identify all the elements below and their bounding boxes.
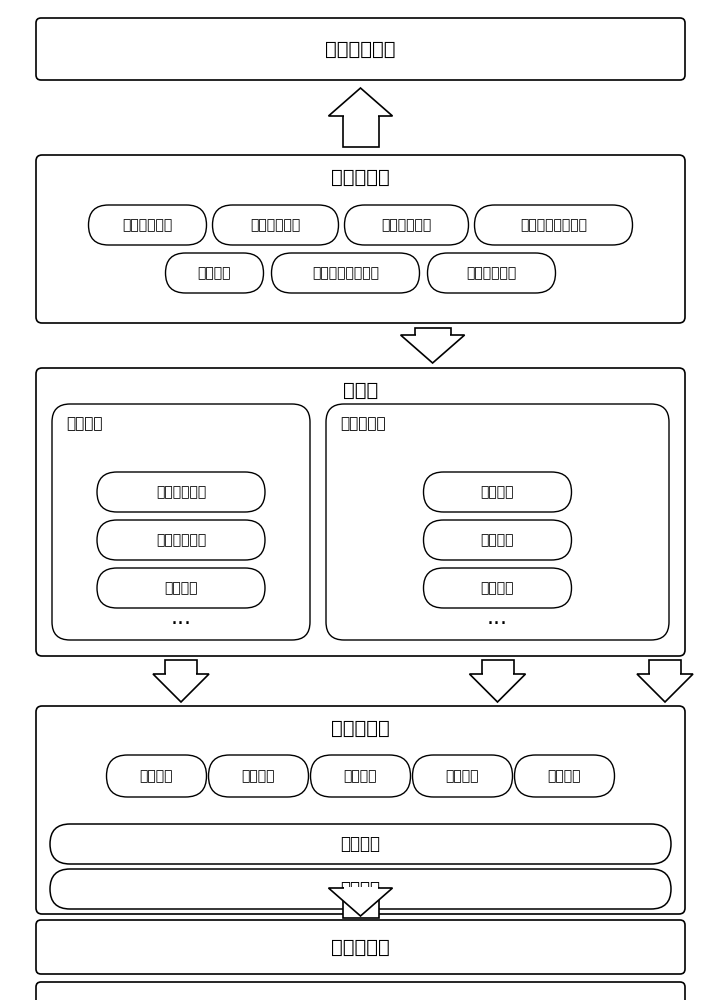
FancyBboxPatch shape [165, 660, 197, 674]
Text: ···: ··· [487, 614, 508, 634]
Text: 智能告警: 智能告警 [481, 581, 514, 595]
Text: 远动数据传输: 远动数据传输 [156, 485, 206, 499]
FancyBboxPatch shape [649, 660, 681, 674]
Polygon shape [329, 88, 392, 116]
FancyBboxPatch shape [412, 755, 513, 797]
FancyBboxPatch shape [343, 887, 378, 889]
FancyBboxPatch shape [343, 115, 378, 117]
FancyBboxPatch shape [89, 205, 206, 245]
Text: 交互服务层: 交互服务层 [331, 167, 390, 186]
Text: 分布式应用: 分布式应用 [340, 416, 386, 432]
FancyBboxPatch shape [36, 155, 685, 323]
FancyBboxPatch shape [36, 982, 685, 1000]
Text: 顺序控制: 顺序控制 [481, 533, 514, 547]
FancyBboxPatch shape [36, 920, 685, 974]
Text: 状态估计服务: 状态估计服务 [123, 218, 172, 232]
FancyBboxPatch shape [482, 660, 513, 674]
Polygon shape [469, 674, 526, 702]
FancyBboxPatch shape [208, 755, 309, 797]
FancyBboxPatch shape [428, 253, 555, 293]
FancyBboxPatch shape [166, 673, 196, 675]
Text: 操作系统层: 操作系统层 [331, 938, 390, 956]
Text: 安全认证服务: 安全认证服务 [466, 266, 517, 280]
Text: 统一平台层: 统一平台层 [331, 718, 390, 738]
FancyBboxPatch shape [36, 368, 685, 656]
Text: 人机界面: 人机界面 [446, 769, 479, 783]
FancyBboxPatch shape [107, 755, 206, 797]
FancyBboxPatch shape [311, 755, 410, 797]
Text: 远程画面浏览服务: 远程画面浏览服务 [520, 218, 587, 232]
FancyBboxPatch shape [50, 869, 671, 909]
Text: 历史数据查询服务: 历史数据查询服务 [312, 266, 379, 280]
FancyBboxPatch shape [423, 472, 572, 512]
FancyBboxPatch shape [97, 472, 265, 512]
Text: 广域服务总线: 广域服务总线 [325, 39, 396, 58]
Text: 数据监视控制: 数据监视控制 [156, 533, 206, 547]
Text: 模型服务: 模型服务 [198, 266, 231, 280]
Polygon shape [329, 888, 392, 916]
FancyBboxPatch shape [50, 824, 671, 864]
FancyBboxPatch shape [345, 205, 469, 245]
Text: 模型管理: 模型管理 [344, 769, 377, 783]
FancyBboxPatch shape [36, 706, 685, 914]
FancyBboxPatch shape [166, 253, 263, 293]
Text: 权限管理: 权限管理 [242, 769, 275, 783]
Polygon shape [153, 674, 209, 702]
Text: 数据采集: 数据采集 [164, 581, 198, 595]
Polygon shape [401, 335, 464, 363]
FancyBboxPatch shape [213, 205, 338, 245]
FancyBboxPatch shape [515, 755, 614, 797]
FancyBboxPatch shape [52, 404, 310, 640]
Text: ···: ··· [170, 614, 192, 634]
FancyBboxPatch shape [342, 116, 379, 147]
Text: 状态估计: 状态估计 [481, 485, 514, 499]
FancyBboxPatch shape [97, 568, 265, 608]
Text: 系统管理: 系统管理 [140, 769, 173, 783]
FancyBboxPatch shape [97, 520, 265, 560]
Text: 通信总线: 通信总线 [340, 880, 381, 898]
FancyBboxPatch shape [650, 673, 680, 675]
FancyBboxPatch shape [423, 568, 572, 608]
FancyBboxPatch shape [415, 334, 450, 336]
Polygon shape [637, 674, 693, 702]
Text: 基本应用: 基本应用 [66, 416, 102, 432]
FancyBboxPatch shape [326, 404, 669, 640]
FancyBboxPatch shape [342, 888, 379, 918]
Text: 顺序控制服务: 顺序控制服务 [250, 218, 301, 232]
FancyBboxPatch shape [474, 205, 632, 245]
FancyBboxPatch shape [482, 673, 513, 675]
Text: 智能告警服务: 智能告警服务 [381, 218, 432, 232]
FancyBboxPatch shape [272, 253, 420, 293]
Text: 应用层: 应用层 [343, 380, 378, 399]
FancyBboxPatch shape [415, 328, 451, 335]
Text: 数据总线: 数据总线 [340, 835, 381, 853]
Text: 安全防护: 安全防护 [548, 769, 581, 783]
FancyBboxPatch shape [423, 520, 572, 560]
FancyBboxPatch shape [36, 18, 685, 80]
